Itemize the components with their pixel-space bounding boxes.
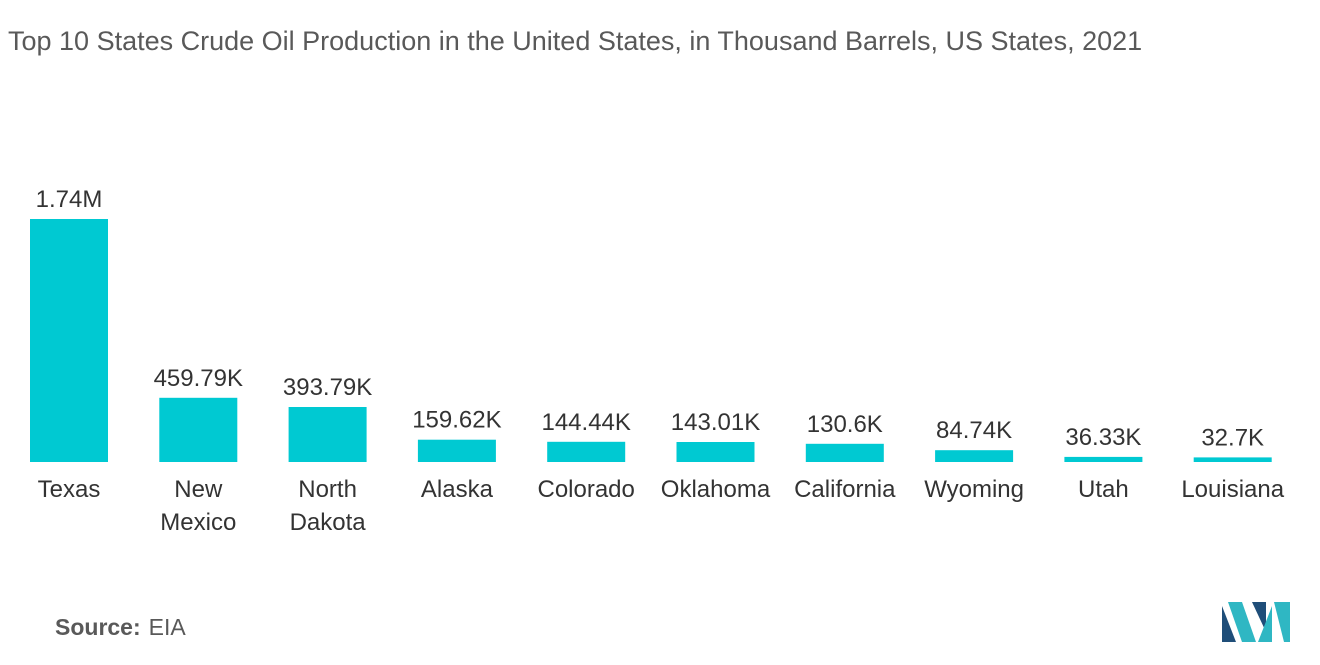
value-label-0: 1.74M — [36, 186, 103, 213]
bar-1 — [159, 397, 238, 462]
category-label-7: Wyoming — [924, 476, 1024, 503]
value-label-2: 393.79K — [283, 374, 372, 401]
value-label-9: 32.7K — [1201, 424, 1264, 451]
bar-8 — [1064, 456, 1143, 462]
chart-title: Top 10 States Crude Oil Production in th… — [8, 26, 1143, 56]
value-label-6: 130.6K — [807, 411, 883, 438]
category-label-0: Texas — [38, 476, 101, 503]
value-label-7: 84.74K — [936, 417, 1012, 444]
bar-5 — [676, 442, 755, 462]
bars-layer — [30, 219, 1272, 462]
bar-7 — [935, 450, 1014, 462]
category-label-6: California — [794, 476, 896, 503]
category-labels-layer: Texas New Mexico North Dakota Alaska Colorado O… — [38, 476, 1285, 536]
value-label-1: 459.79K — [154, 365, 243, 392]
category-label-4: Colorado — [537, 476, 634, 503]
source-note: Source: EIA — [55, 612, 186, 642]
bar-3 — [417, 439, 496, 462]
category-label-1: New Mexico — [160, 476, 236, 536]
category-label-9: Louisiana — [1181, 476, 1284, 503]
value-labels-layer: 1.74M 459.79K 393.79K 159.62K 144.44K 143.01K… — [36, 186, 1264, 451]
bar-2 — [288, 407, 367, 462]
bar-6 — [805, 443, 884, 462]
bar-9 — [1193, 457, 1272, 462]
value-label-8: 36.33K — [1065, 424, 1141, 451]
category-label-2: North Dakota — [290, 476, 367, 536]
value-label-5: 143.01K — [671, 409, 760, 436]
category-label-8: Utah — [1078, 476, 1129, 503]
mordor-logo-icon — [1222, 602, 1290, 642]
source-value: EIA — [148, 614, 186, 640]
category-label-5: Oklahoma — [661, 476, 771, 503]
value-label-4: 144.44K — [541, 409, 630, 436]
bar-4 — [547, 441, 626, 462]
bar-0 — [30, 219, 108, 462]
source-label: Source: — [55, 614, 141, 640]
category-label-3: Alaska — [421, 476, 494, 503]
value-label-3: 159.62K — [412, 407, 501, 434]
